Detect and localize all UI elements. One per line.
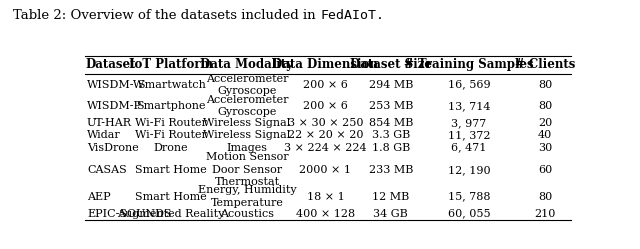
Text: VisDrone: VisDrone [87, 143, 139, 153]
Text: 2000 × 1: 2000 × 1 [300, 165, 351, 175]
Text: 13, 714: 13, 714 [448, 101, 490, 111]
Text: Wireless Signal: Wireless Signal [204, 130, 291, 140]
Text: # Training Samples: # Training Samples [404, 58, 534, 71]
Text: Accelerometer
Gyroscope: Accelerometer Gyroscope [205, 95, 288, 117]
Text: 294 MB: 294 MB [369, 80, 413, 90]
Text: UT-HAR: UT-HAR [87, 118, 132, 128]
Text: 400 × 128: 400 × 128 [296, 209, 355, 219]
Text: 3 × 224 × 224: 3 × 224 × 224 [284, 143, 367, 153]
Text: 200 × 6: 200 × 6 [303, 80, 348, 90]
Text: 60: 60 [538, 165, 552, 175]
Text: 34 GB: 34 GB [373, 209, 408, 219]
Text: Motion Sensor
Door Sensor
Thermostat: Motion Sensor Door Sensor Thermostat [205, 152, 288, 187]
Text: 6, 471: 6, 471 [451, 143, 487, 153]
Text: 210: 210 [534, 209, 556, 219]
Text: Wireless Signal: Wireless Signal [204, 118, 291, 128]
Text: 18 × 1: 18 × 1 [307, 192, 344, 202]
Text: 20: 20 [538, 118, 552, 128]
Text: Smartphone: Smartphone [136, 101, 206, 111]
Text: Table 2: Overview of the datasets included in: Table 2: Overview of the datasets includ… [13, 9, 320, 22]
Text: Images: Images [227, 143, 268, 153]
Text: 3, 977: 3, 977 [451, 118, 487, 128]
Text: 80: 80 [538, 101, 552, 111]
Text: 12, 190: 12, 190 [448, 165, 490, 175]
Text: Wi-Fi Router: Wi-Fi Router [135, 118, 207, 128]
Text: 16, 569: 16, 569 [448, 80, 490, 90]
Text: 1.8 GB: 1.8 GB [372, 143, 410, 153]
Text: Accelerometer
Gyroscope: Accelerometer Gyroscope [205, 73, 288, 96]
Text: Data Dimension: Data Dimension [273, 58, 378, 71]
Text: 3.3 GB: 3.3 GB [372, 130, 410, 140]
Text: CASAS: CASAS [87, 165, 127, 175]
Text: Data Modality: Data Modality [200, 58, 294, 71]
Text: 80: 80 [538, 80, 552, 90]
Text: Smart Home: Smart Home [135, 165, 207, 175]
Text: 854 MB: 854 MB [369, 118, 413, 128]
Text: Wi-Fi Router: Wi-Fi Router [135, 130, 207, 140]
Text: Dataset Size: Dataset Size [349, 58, 432, 71]
Text: WISDM-P: WISDM-P [87, 101, 142, 111]
Text: Energy, Humidity
Temperature: Energy, Humidity Temperature [198, 186, 296, 208]
Text: 22 × 20 × 20: 22 × 20 × 20 [287, 130, 363, 140]
Text: Dataset: Dataset [86, 58, 136, 71]
Text: 40: 40 [538, 130, 552, 140]
Text: 253 MB: 253 MB [369, 101, 413, 111]
Text: Widar: Widar [87, 130, 121, 140]
Text: 80: 80 [538, 192, 552, 202]
Text: 15, 788: 15, 788 [448, 192, 490, 202]
Text: 200 × 6: 200 × 6 [303, 101, 348, 111]
Text: # Clients: # Clients [515, 58, 575, 71]
Text: WISDM-W: WISDM-W [87, 80, 145, 90]
Text: 30: 30 [538, 143, 552, 153]
Text: AEP: AEP [87, 192, 111, 202]
Text: 60, 055: 60, 055 [448, 209, 490, 219]
Text: Acoustics: Acoustics [220, 209, 274, 219]
Text: IoT Platform: IoT Platform [129, 58, 213, 71]
Text: 3 × 30 × 250: 3 × 30 × 250 [287, 118, 363, 128]
Text: Smartwatch: Smartwatch [137, 80, 205, 90]
Text: FedAIoT.: FedAIoT. [320, 9, 384, 22]
Text: 12 MB: 12 MB [372, 192, 410, 202]
Text: Drone: Drone [154, 143, 189, 153]
Text: Smart Home: Smart Home [135, 192, 207, 202]
Text: 11, 372: 11, 372 [448, 130, 490, 140]
Text: EPIC-SOUNDS: EPIC-SOUNDS [87, 209, 172, 219]
Text: Augmented Reality: Augmented Reality [118, 209, 225, 219]
Text: 233 MB: 233 MB [369, 165, 413, 175]
